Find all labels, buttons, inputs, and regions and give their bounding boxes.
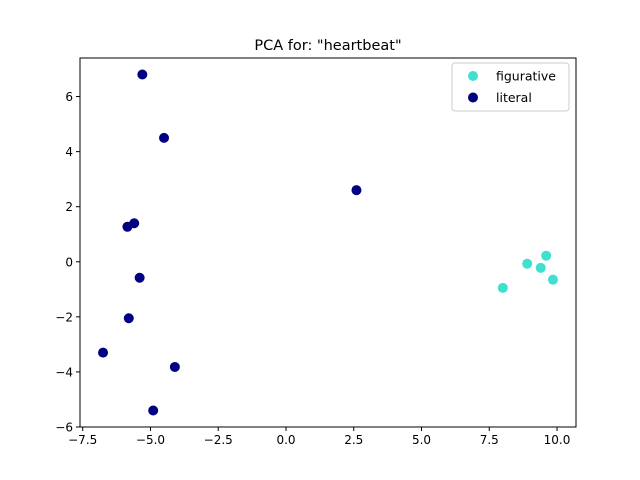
data-point-literal-7 <box>98 347 109 358</box>
data-point-literal-5 <box>134 272 145 283</box>
data-point-literal-9 <box>148 405 159 416</box>
y-tick-label: 0 <box>65 255 73 269</box>
x-tick-label: −2.5 <box>204 433 233 447</box>
y-tick-label: −6 <box>55 421 73 435</box>
data-point-literal-4 <box>122 221 133 232</box>
x-tick-label: −5.0 <box>136 433 165 447</box>
data-point-literal-8 <box>169 361 180 372</box>
axes-frame <box>79 57 577 428</box>
y-axis-ticks: −6 −4 −2 0 2 4 6 <box>55 90 80 435</box>
data-point-figurative-0 <box>497 282 508 293</box>
legend-marker-literal <box>468 92 478 103</box>
x-axis-ticks: −7.5 −5.0 −2.5 0.0 2.5 5.0 7.5 10.0 <box>68 427 570 447</box>
legend-label-literal: literal <box>496 90 532 105</box>
x-tick-label: 5.0 <box>412 433 431 447</box>
x-tick-label: 2.5 <box>344 433 363 447</box>
data-point-figurative-3 <box>541 250 552 261</box>
x-tick-label: 7.5 <box>480 433 499 447</box>
legend: figurative literal <box>451 62 570 112</box>
y-tick-label: 6 <box>65 90 73 104</box>
x-tick-label: 10.0 <box>544 433 571 447</box>
legend-box <box>451 62 570 112</box>
data-point-figurative-4 <box>547 274 558 285</box>
chart-title: PCA for: "heartbeat" <box>254 38 401 54</box>
legend-label-figurative: figurative <box>496 69 556 84</box>
y-tick-label: −2 <box>55 310 73 324</box>
x-tick-label: 0.0 <box>276 433 295 447</box>
data-point-literal-2 <box>351 185 362 196</box>
plot-area <box>98 69 558 416</box>
x-tick-label: −7.5 <box>68 433 97 447</box>
data-point-literal-6 <box>123 313 134 324</box>
y-tick-label: 2 <box>65 200 73 214</box>
y-tick-label: 4 <box>65 145 73 159</box>
y-tick-label: −4 <box>55 365 73 379</box>
legend-marker-figurative <box>468 71 478 81</box>
data-point-figurative-1 <box>522 258 533 269</box>
data-point-literal-1 <box>159 132 170 143</box>
data-point-literal-0 <box>137 69 148 80</box>
data-point-figurative-2 <box>535 262 546 273</box>
